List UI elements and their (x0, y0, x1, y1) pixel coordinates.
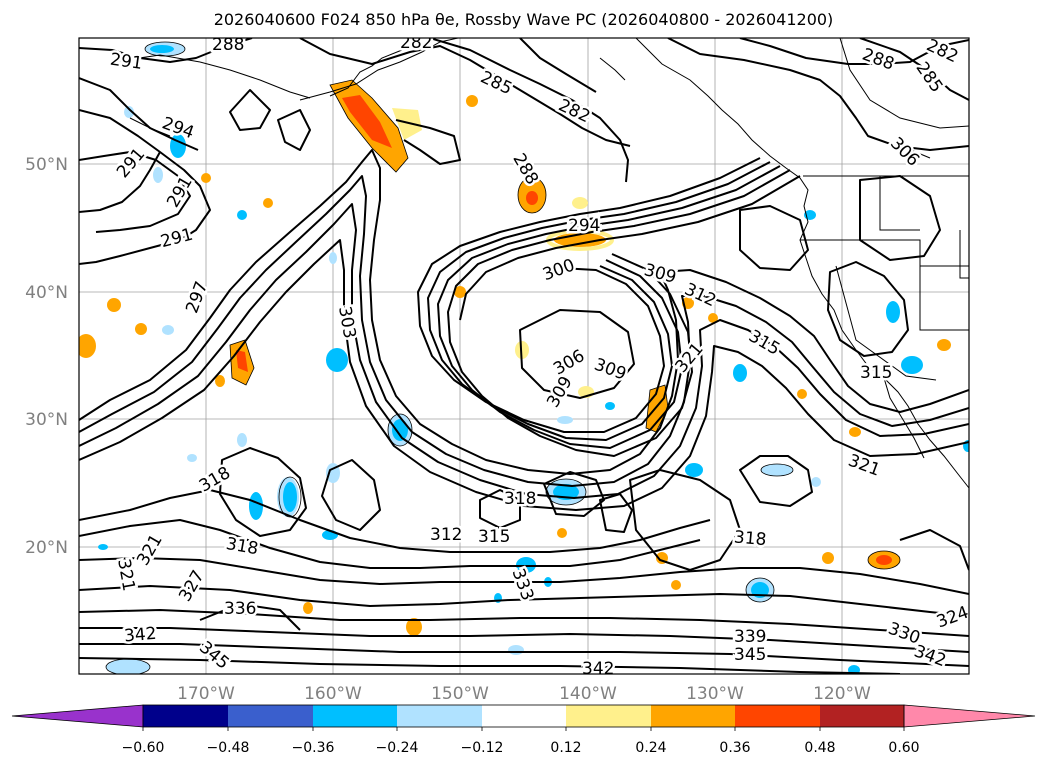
contour-label: 282 (400, 33, 432, 53)
colorbar-tick-label: −0.60 (122, 740, 165, 756)
contour-label: 342 (123, 624, 157, 647)
lon-label-170w: 170°W (177, 684, 235, 704)
contour-label: 291 (109, 50, 144, 74)
colorbar-segment (566, 705, 651, 727)
colorbar-segment (313, 705, 397, 727)
theta-e-contours (79, 38, 969, 674)
lon-label-120w: 120°W (813, 684, 871, 704)
contour-label: 303 (334, 305, 359, 340)
colorbar-tick-label: 0.12 (550, 740, 581, 756)
colorbar-tick-label: 0.24 (635, 740, 666, 756)
lat-label-50n: 50°N (25, 155, 68, 175)
anomaly-outlines (105, 41, 901, 674)
contour-label: 288 (212, 35, 244, 55)
colorbar-tick-label: −0.36 (292, 740, 335, 756)
colorbar-tick-label: −0.24 (376, 740, 419, 756)
colorbar-segment (820, 705, 904, 727)
latitude-labels: 50°N 40°N 30°N 20°N (25, 155, 68, 558)
colorbar-tick-label: −0.12 (461, 740, 504, 756)
colorbar-extend-low (11, 704, 144, 728)
contour-label: 336 (224, 599, 256, 619)
contour-label: 345 (734, 645, 766, 665)
contour-label: 294 (568, 216, 600, 236)
lat-label-40n: 40°N (25, 283, 68, 303)
lon-label-130w: 130°W (686, 684, 744, 704)
lat-label-20n: 20°N (25, 538, 68, 558)
colorbar: −0.60 −0.48 −0.36 −0.24 −0.12 0.12 0.24 … (11, 704, 1036, 756)
colorbar-segment (143, 705, 228, 727)
colorbar-segment (228, 705, 313, 727)
colorbar-tick-label: 0.48 (804, 740, 835, 756)
plot-frame (78, 37, 970, 675)
colorbar-segment (482, 705, 566, 727)
contour-label: 318 (733, 527, 767, 550)
contour-label: 312 (430, 525, 462, 545)
map-title: 2026040600 F024 850 hPa θe, Rossby Wave … (213, 10, 834, 29)
contour-label: 339 (734, 627, 766, 647)
lon-label-150w: 150°W (431, 684, 489, 704)
colorbar-tick-label: 0.60 (888, 740, 919, 756)
colorbar-tick-label: −0.48 (207, 740, 250, 756)
longitude-labels: 170°W 160°W 150°W 140°W 130°W 120°W (177, 684, 871, 704)
contour-label: 315 (478, 527, 510, 547)
contour-label: 315 (860, 363, 892, 383)
contour-label: 318 (504, 489, 536, 509)
positive-anomaly-patches (79, 80, 951, 636)
colorbar-segment (397, 705, 482, 727)
contour-label: 342 (582, 659, 614, 679)
colorbar-extend-high (903, 704, 1036, 728)
lat-label-30n: 30°N (25, 410, 68, 430)
colorbar-segment (735, 705, 820, 727)
lon-label-140w: 140°W (559, 684, 617, 704)
lon-label-160w: 160°W (304, 684, 362, 704)
colorbar-segment (651, 705, 735, 727)
colorbar-tick-label: 0.36 (719, 740, 750, 756)
